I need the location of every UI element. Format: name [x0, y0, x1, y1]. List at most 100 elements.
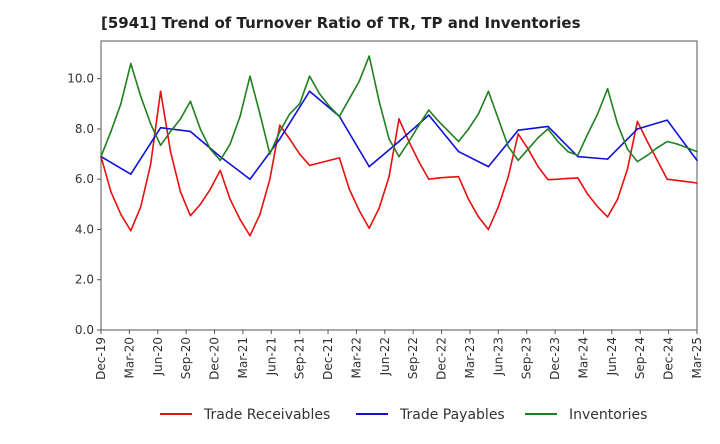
- data-point: [557, 140, 559, 143]
- data-point: [159, 90, 162, 93]
- data-point: [169, 150, 172, 153]
- chart-title: [5941] Trend of Turnover Ratio of TR, TP…: [101, 14, 581, 32]
- data-point: [447, 130, 450, 133]
- data-point: [666, 178, 668, 181]
- data-point: [179, 190, 182, 193]
- data-point: [130, 173, 132, 175]
- series-layer: [100, 55, 698, 237]
- data-point: [120, 103, 122, 105]
- data-point: [636, 128, 639, 130]
- data-point: [269, 153, 271, 155]
- data-point: [507, 175, 510, 178]
- data-point: [139, 206, 142, 208]
- data-point: [487, 90, 490, 93]
- data-point: [517, 129, 519, 132]
- data-point: [487, 228, 490, 231]
- data-point: [149, 123, 152, 125]
- data-point: [130, 62, 132, 65]
- data-point: [616, 123, 619, 125]
- data-point: [169, 130, 172, 133]
- x-tick-label: Sep-24: [633, 337, 647, 379]
- data-point: [249, 234, 251, 237]
- data-point: [368, 55, 371, 57]
- data-point: [497, 118, 500, 120]
- data-point: [348, 98, 351, 100]
- data-point: [189, 214, 192, 217]
- data-point: [249, 75, 251, 77]
- y-tick-label: 4.0: [75, 222, 94, 236]
- axis-layer: 0.0 2.0 4.0 6.0 8.0 10.0 Dec-19 Mar-20 Jun-20 Sep…: [67, 40, 704, 380]
- x-tick-label: Jun-23: [491, 337, 505, 376]
- data-point: [487, 165, 490, 168]
- data-point: [308, 90, 311, 93]
- data-point: [527, 148, 529, 150]
- data-point: [467, 128, 470, 130]
- data-point: [547, 125, 549, 128]
- data-point: [467, 198, 470, 201]
- data-point: [338, 157, 341, 159]
- data-point: [279, 130, 281, 133]
- data-point: [298, 153, 301, 155]
- data-point: [616, 198, 619, 201]
- data-point: [348, 188, 351, 191]
- data-point: [249, 178, 251, 181]
- data-point: [159, 126, 162, 129]
- data-point: [666, 119, 668, 121]
- x-tick-label: Dec-19: [94, 337, 108, 380]
- data-point: [557, 178, 559, 181]
- data-point: [596, 113, 599, 115]
- data-point: [209, 188, 212, 191]
- data-point: [179, 118, 182, 120]
- data-point: [298, 103, 301, 105]
- data-point: [547, 128, 549, 130]
- data-point: [110, 190, 112, 193]
- data-point: [676, 179, 678, 182]
- data-point: [368, 165, 371, 168]
- data-point: [656, 159, 659, 162]
- data-point: [388, 175, 390, 178]
- data-point: [288, 113, 291, 115]
- data-point: [586, 133, 589, 135]
- data-point: [676, 143, 678, 145]
- data-point: [586, 193, 589, 196]
- data-point: [477, 216, 480, 218]
- data-point: [358, 80, 361, 83]
- x-tick-label: Sep-22: [406, 337, 420, 379]
- y-tick-label: 8.0: [75, 122, 94, 136]
- x-tick-label: Jun-22: [378, 337, 392, 376]
- data-point: [368, 227, 371, 230]
- x-tick-label: Mar-25: [690, 337, 704, 378]
- data-point: [328, 105, 331, 108]
- data-point: [428, 109, 430, 111]
- x-tick-label: Mar-23: [463, 337, 477, 378]
- data-point: [130, 229, 132, 232]
- data-point: [418, 160, 420, 163]
- y-tick-label: 6.0: [75, 172, 94, 186]
- data-point: [606, 216, 609, 218]
- legend-label: Trade Receivables: [203, 407, 330, 423]
- data-point: [497, 206, 500, 208]
- data-point: [666, 140, 668, 143]
- plot-frame: [100, 40, 698, 331]
- data-point: [388, 138, 390, 140]
- data-point: [457, 150, 460, 153]
- data-point: [437, 120, 440, 123]
- data-point: [229, 198, 231, 201]
- data-point: [318, 162, 321, 164]
- data-point: [279, 138, 281, 140]
- data-point: [338, 115, 341, 118]
- data-point: [577, 177, 579, 179]
- data-point: [626, 168, 629, 170]
- data-point: [606, 87, 609, 90]
- data-point: [596, 206, 599, 208]
- x-tick-label: Mar-20: [122, 337, 136, 378]
- data-point: [517, 159, 519, 162]
- x-tick-label: Dec-20: [208, 337, 222, 380]
- data-point: [189, 130, 192, 133]
- x-tick-label: Dec-22: [435, 337, 449, 380]
- legend-label: Trade Payables: [399, 407, 505, 423]
- x-tick-label: Jun-24: [605, 337, 619, 376]
- data-point: [120, 213, 122, 216]
- data-point: [398, 140, 400, 143]
